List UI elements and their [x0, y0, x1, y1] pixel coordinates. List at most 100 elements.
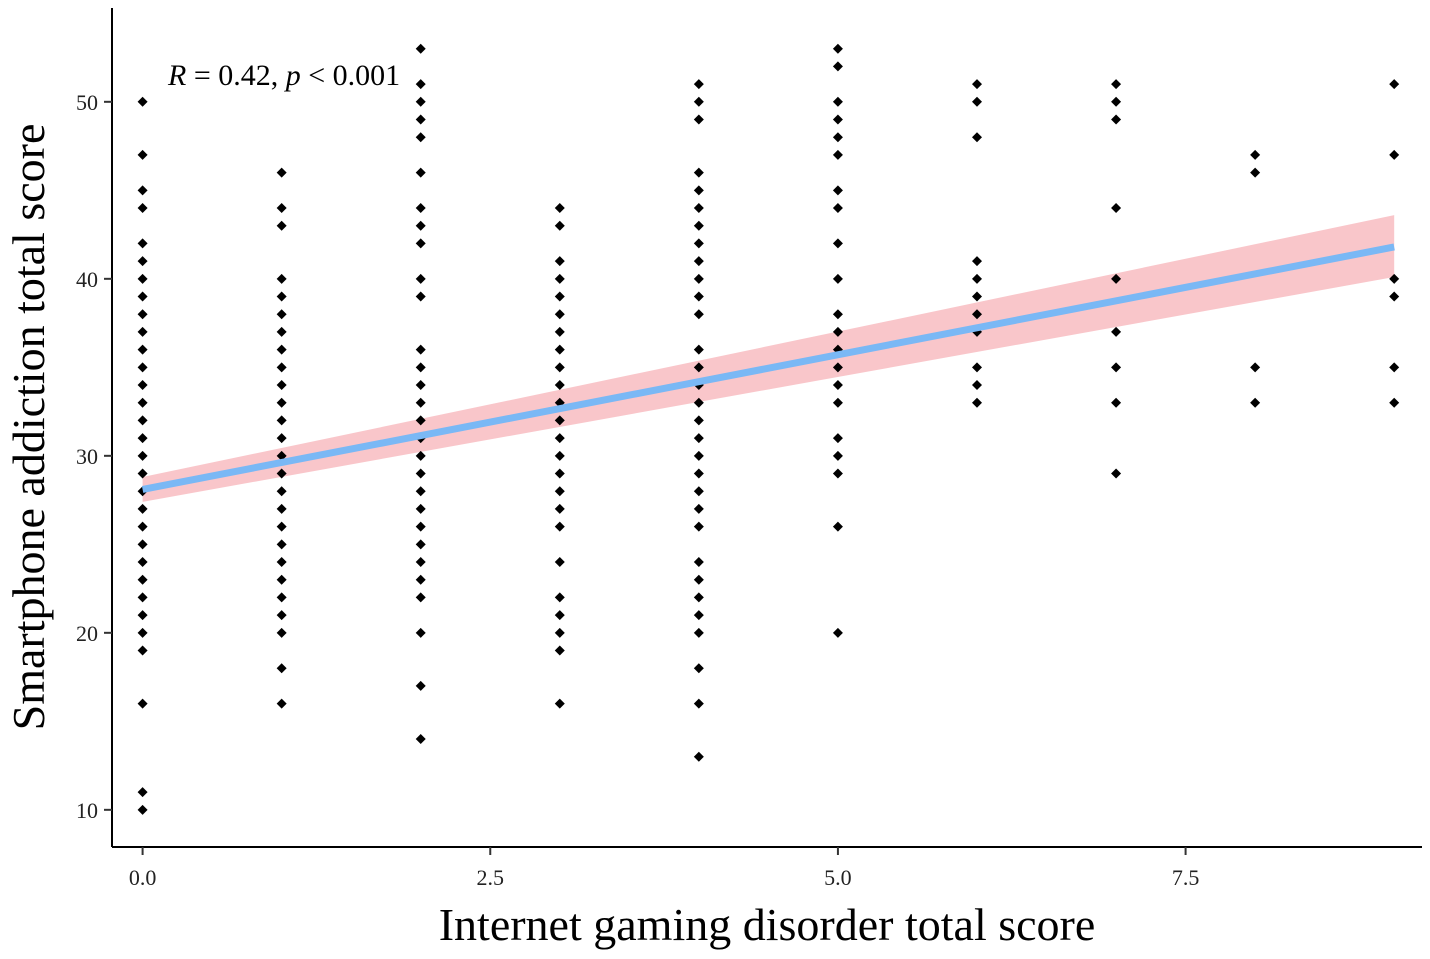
data-point	[1389, 362, 1400, 373]
data-point	[415, 220, 426, 231]
data-point	[276, 273, 287, 284]
data-point	[693, 167, 704, 178]
data-point	[693, 256, 704, 267]
data-point	[415, 167, 426, 178]
data-point	[832, 273, 843, 284]
data-point	[137, 450, 148, 461]
data-point	[693, 79, 704, 90]
data-point	[137, 698, 148, 709]
data-point	[554, 645, 565, 656]
data-point	[137, 468, 148, 479]
data-point	[554, 503, 565, 514]
y-tick-label: 50	[76, 90, 98, 115]
y-tick-label: 40	[76, 267, 98, 292]
data-point	[1389, 79, 1400, 90]
data-point	[693, 203, 704, 214]
data-point	[693, 574, 704, 585]
data-point	[137, 557, 148, 568]
data-point	[415, 521, 426, 532]
data-point	[276, 167, 287, 178]
data-point	[1111, 203, 1122, 214]
data-point	[137, 610, 148, 621]
data-point	[415, 557, 426, 568]
data-point	[276, 326, 287, 337]
annotation-r-symbol: R	[167, 59, 186, 92]
data-point	[832, 149, 843, 160]
data-point	[1389, 291, 1400, 302]
data-point	[832, 238, 843, 249]
data-point	[137, 574, 148, 585]
data-point	[554, 344, 565, 355]
data-point	[276, 468, 287, 479]
data-point	[554, 203, 565, 214]
data-point	[832, 114, 843, 125]
data-point	[554, 627, 565, 638]
data-point	[832, 43, 843, 54]
x-tick-label: 0.0	[129, 865, 157, 890]
data-point	[415, 680, 426, 691]
data-point	[415, 627, 426, 638]
x-tick-label: 2.5	[477, 865, 505, 890]
y-ticks-layer: 10 20 30 40 50	[76, 90, 112, 823]
data-point	[1111, 362, 1122, 373]
data-point	[1389, 273, 1400, 284]
data-point	[137, 344, 148, 355]
data-point	[971, 132, 982, 143]
data-point	[1111, 273, 1122, 284]
confidence-band	[142, 215, 1395, 502]
data-point	[137, 291, 148, 302]
data-point	[554, 521, 565, 532]
data-point	[137, 433, 148, 444]
data-point	[693, 450, 704, 461]
data-point	[415, 132, 426, 143]
data-points-layer	[137, 43, 1400, 815]
data-point	[971, 256, 982, 267]
data-point	[554, 309, 565, 320]
data-point	[832, 132, 843, 143]
data-point	[971, 291, 982, 302]
x-tick-label: 5.0	[824, 865, 852, 890]
data-point	[554, 592, 565, 603]
data-point	[415, 734, 426, 745]
data-point	[554, 326, 565, 337]
data-point	[554, 291, 565, 302]
data-point	[971, 380, 982, 391]
data-point	[276, 380, 287, 391]
data-point	[137, 309, 148, 320]
data-point	[415, 362, 426, 373]
annotation-p-symbol: p	[284, 59, 301, 92]
data-point	[693, 397, 704, 408]
data-point	[971, 79, 982, 90]
data-point	[832, 96, 843, 107]
data-point	[415, 203, 426, 214]
data-point	[276, 450, 287, 461]
data-point	[693, 96, 704, 107]
data-point	[554, 468, 565, 479]
data-point	[415, 574, 426, 585]
data-point	[1111, 468, 1122, 479]
data-point	[1389, 397, 1400, 408]
data-point	[971, 273, 982, 284]
data-point	[415, 43, 426, 54]
data-point	[276, 698, 287, 709]
data-point	[693, 751, 704, 762]
data-point	[137, 539, 148, 550]
data-point	[137, 326, 148, 337]
data-point	[276, 433, 287, 444]
data-point	[137, 273, 148, 284]
data-point	[832, 433, 843, 444]
confidence-band-layer	[142, 215, 1395, 502]
data-point	[832, 61, 843, 72]
data-point	[415, 380, 426, 391]
data-point	[693, 663, 704, 674]
data-point	[971, 96, 982, 107]
data-point	[554, 220, 565, 231]
data-point	[554, 450, 565, 461]
data-point	[415, 96, 426, 107]
data-point	[137, 185, 148, 196]
data-point	[693, 557, 704, 568]
data-point	[415, 344, 426, 355]
data-point	[137, 380, 148, 391]
data-point	[137, 397, 148, 408]
data-point	[276, 309, 287, 320]
